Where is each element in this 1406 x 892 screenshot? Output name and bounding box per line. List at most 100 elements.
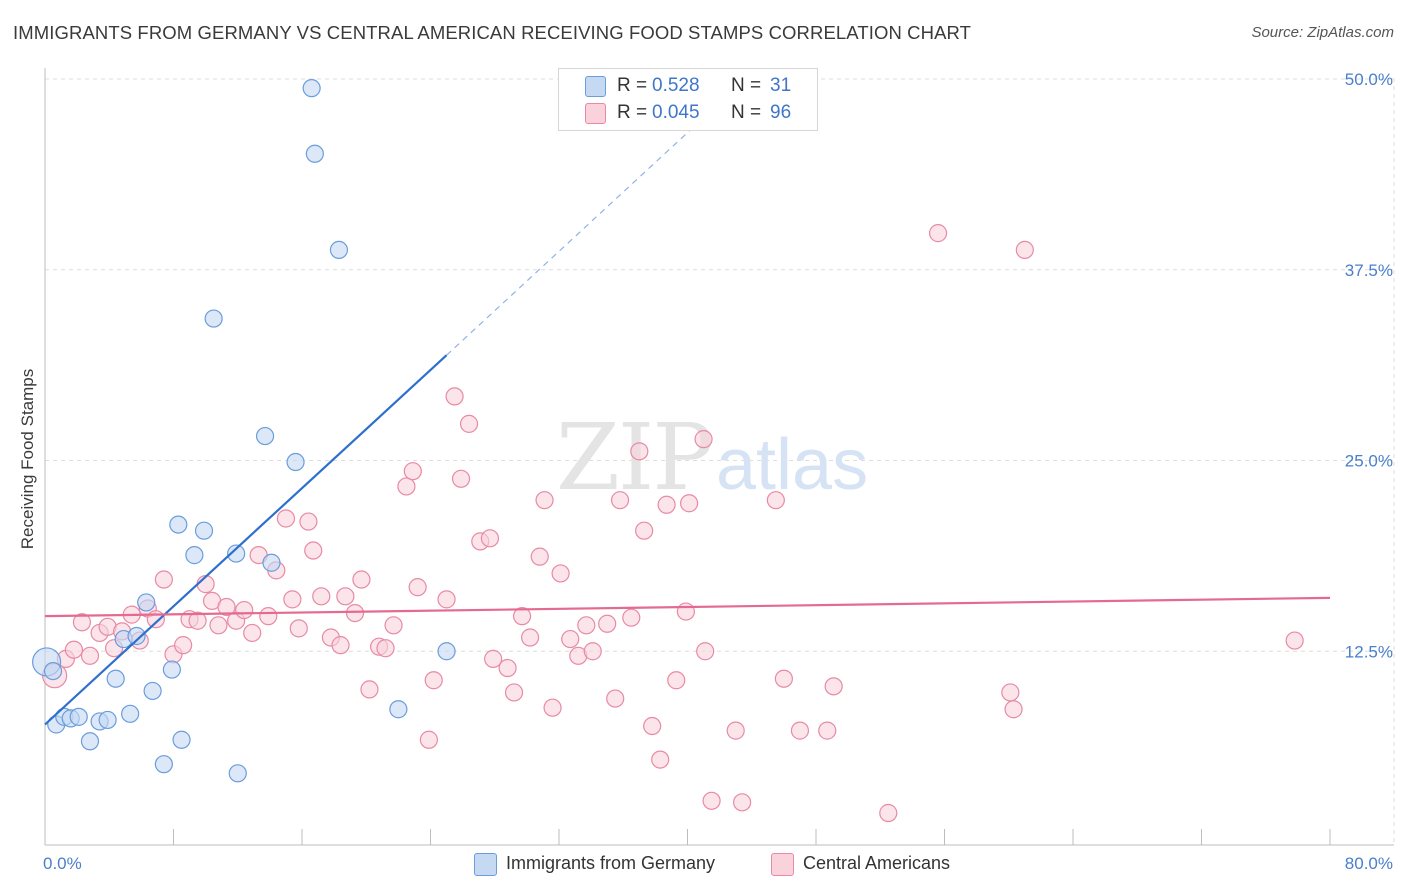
data-point bbox=[336, 587, 355, 606]
data-point bbox=[733, 793, 752, 812]
data-point bbox=[445, 387, 464, 406]
data-point bbox=[1285, 631, 1304, 650]
data-point bbox=[879, 803, 898, 823]
axes bbox=[44, 68, 1394, 846]
data-point bbox=[329, 240, 349, 260]
data-point bbox=[577, 616, 596, 635]
stats-legend: R = 0.528 N = 31 R = 0.045 N = 96 bbox=[558, 68, 818, 131]
data-point bbox=[174, 636, 193, 655]
data-point bbox=[121, 704, 140, 723]
data-point bbox=[1004, 700, 1023, 719]
data-point bbox=[512, 607, 532, 626]
data-point bbox=[459, 414, 479, 433]
data-point bbox=[228, 764, 247, 783]
data-point bbox=[299, 512, 318, 531]
data-point bbox=[243, 623, 262, 643]
data-point bbox=[304, 541, 323, 560]
data-point bbox=[360, 680, 379, 699]
data-point bbox=[520, 628, 540, 647]
y-tick-label: 25.0% bbox=[1345, 452, 1393, 471]
bottom-legend-label: Immigrants from Germany bbox=[506, 853, 716, 873]
data-point bbox=[305, 144, 324, 163]
data-point bbox=[43, 661, 63, 681]
data-point bbox=[790, 721, 810, 740]
data-point bbox=[72, 613, 92, 632]
data-point bbox=[276, 509, 296, 528]
data-point bbox=[818, 721, 837, 740]
data-point bbox=[726, 721, 745, 740]
data-point bbox=[302, 79, 321, 98]
data-point bbox=[209, 616, 228, 635]
data-point bbox=[143, 681, 162, 701]
legend-n-value: 96 bbox=[770, 102, 792, 123]
data-point bbox=[235, 600, 254, 620]
data-point bbox=[127, 626, 146, 646]
legend-r-label: R = bbox=[617, 102, 648, 123]
data-point bbox=[289, 619, 308, 638]
data-point bbox=[437, 590, 456, 609]
data-point bbox=[635, 521, 654, 540]
data-point bbox=[154, 755, 173, 774]
data-point bbox=[484, 649, 503, 668]
data-point bbox=[622, 608, 641, 627]
data-point bbox=[389, 700, 408, 719]
legend-n-label: N = bbox=[731, 102, 762, 123]
data-point bbox=[194, 521, 214, 540]
data-point bbox=[64, 640, 84, 659]
chart-title: IMMIGRANTS FROM GERMANY VS CENTRAL AMERI… bbox=[13, 22, 972, 43]
data-point bbox=[424, 671, 443, 690]
data-point bbox=[630, 442, 649, 461]
data-point bbox=[352, 570, 371, 589]
data-point bbox=[162, 660, 181, 679]
data-point bbox=[561, 629, 580, 649]
data-point bbox=[504, 683, 524, 702]
data-point bbox=[345, 603, 365, 623]
data-point bbox=[1015, 240, 1034, 260]
trendline-central-americans bbox=[44, 596, 1331, 618]
data-point bbox=[774, 669, 793, 688]
trend-lines bbox=[44, 87, 1331, 726]
bottom-legend-swatch-pink bbox=[771, 853, 794, 876]
data-point bbox=[331, 636, 350, 655]
data-point bbox=[204, 309, 223, 328]
legend-swatch-pink bbox=[585, 103, 606, 124]
data-point bbox=[146, 610, 165, 629]
data-point bbox=[137, 593, 156, 612]
data-point bbox=[255, 426, 275, 446]
legend-r-value: 0.045 bbox=[652, 102, 700, 123]
data-point bbox=[384, 616, 403, 635]
data-point bbox=[262, 553, 281, 572]
data-point bbox=[185, 546, 204, 565]
data-point bbox=[551, 564, 570, 583]
data-point bbox=[480, 529, 500, 548]
data-point bbox=[535, 491, 554, 510]
data-point bbox=[680, 494, 699, 513]
y-tick-label: 50.0% bbox=[1345, 70, 1393, 89]
svg-text:atlas: atlas bbox=[716, 425, 868, 505]
data-point bbox=[397, 477, 416, 496]
legend-r-label: R = bbox=[617, 75, 648, 96]
data-point bbox=[610, 491, 630, 510]
y-tick-label: 37.5% bbox=[1345, 261, 1393, 280]
data-point bbox=[676, 602, 695, 621]
data-point bbox=[598, 614, 617, 633]
series-immigrants-from-germany bbox=[32, 79, 456, 783]
data-point bbox=[227, 544, 246, 563]
data-point bbox=[98, 710, 117, 730]
x-tick-label: 80.0% bbox=[1345, 854, 1393, 873]
data-point bbox=[188, 611, 207, 630]
data-point bbox=[169, 515, 188, 534]
legend-n-value: 31 bbox=[770, 75, 792, 96]
y-tick-label: 12.5% bbox=[1345, 642, 1393, 661]
data-point bbox=[259, 607, 278, 626]
data-point bbox=[583, 642, 602, 661]
bottom-legend-label: Central Americans bbox=[803, 853, 951, 873]
data-point bbox=[530, 547, 549, 566]
data-point bbox=[106, 669, 125, 688]
data-point bbox=[403, 462, 422, 481]
data-point bbox=[172, 730, 191, 749]
x-tick-label: 0.0% bbox=[43, 854, 82, 873]
legend-swatch-blue bbox=[585, 76, 606, 97]
trendline-germany bbox=[44, 354, 448, 726]
